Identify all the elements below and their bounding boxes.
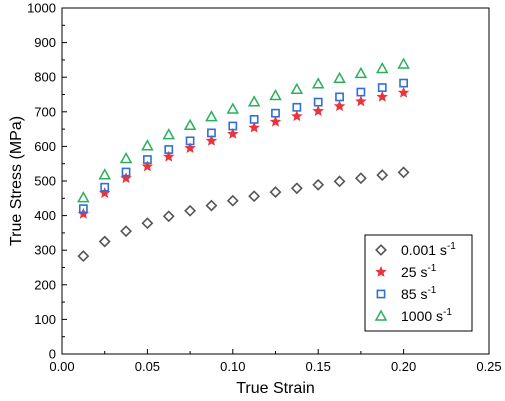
series-0	[77, 166, 410, 263]
data-point	[375, 62, 389, 74]
series-3	[77, 57, 410, 203]
data-point	[162, 128, 176, 140]
data-point	[376, 90, 388, 102]
series-1	[77, 86, 410, 219]
x-tick-label: 0.15	[306, 359, 331, 374]
data-point	[205, 134, 218, 146]
y-tick-label: 400	[34, 208, 56, 223]
data-point	[143, 155, 152, 164]
x-tick-label: 0.05	[135, 359, 160, 374]
data-point	[355, 95, 367, 107]
data-point	[228, 121, 238, 131]
data-point	[227, 127, 239, 139]
x-tick-label: 0.10	[220, 359, 245, 374]
data-point	[205, 199, 218, 212]
data-point	[291, 110, 303, 122]
data-point	[356, 87, 366, 97]
data-point	[119, 151, 133, 164]
data-point	[354, 172, 367, 185]
data-point	[333, 71, 346, 83]
data-point	[248, 190, 261, 203]
y-axis-title: True Stress (MPa)	[8, 116, 25, 246]
data-point	[249, 115, 259, 124]
data-point	[185, 136, 195, 146]
data-point	[292, 102, 302, 112]
data-point	[333, 175, 346, 188]
y-tick-label: 500	[34, 174, 56, 189]
legend-marker	[376, 289, 386, 299]
data-point	[335, 92, 344, 102]
data-point	[120, 172, 132, 184]
axis-tick-labels: 0.00 0.05 0.10 0.15 0.20 0.25 0 100 200 300 400 500…	[27, 1, 502, 375]
y-tick-label: 800	[34, 70, 56, 85]
legend-entry-label: 85 s-1	[401, 285, 437, 302]
data-point	[207, 128, 216, 138]
data-point	[78, 204, 88, 214]
y-tick-label: 300	[34, 243, 56, 258]
data-point	[290, 82, 304, 95]
data-point	[311, 77, 325, 89]
data-point	[120, 225, 132, 238]
data-point	[397, 166, 410, 179]
data-point	[184, 142, 196, 153]
data-point	[397, 86, 410, 98]
legend-entry-label: 0.001 s-1	[401, 241, 456, 258]
y-tick-label: 900	[34, 35, 56, 50]
data-point	[312, 105, 324, 116]
data-point	[399, 78, 408, 88]
data-point	[248, 121, 260, 133]
data-point	[269, 88, 282, 101]
data-point	[98, 235, 111, 248]
data-point	[269, 115, 282, 127]
x-axis-title: True Strain	[236, 380, 315, 397]
y-tick-label: 700	[34, 104, 56, 119]
legend-marker	[375, 244, 387, 256]
data-point	[163, 150, 175, 162]
data-point	[271, 108, 280, 118]
data-point	[183, 118, 197, 131]
y-tick-label: 1000	[27, 1, 56, 16]
data-point	[312, 178, 325, 191]
data-point	[313, 97, 323, 107]
data-point	[100, 182, 110, 192]
data-point	[141, 217, 154, 230]
legend: 0.001 s-1 25 s-1 85 s-1 1000 s-1	[364, 234, 473, 332]
series-2	[78, 78, 408, 214]
data-point	[164, 145, 174, 154]
legend-entry-label: 25 s-1	[401, 263, 437, 280]
data-point	[226, 102, 240, 114]
data-point	[121, 167, 131, 177]
data-point	[98, 168, 111, 180]
data-point	[162, 210, 175, 223]
data-point	[77, 191, 90, 203]
x-tick-label: 0.00	[49, 359, 74, 374]
x-tick-label: 0.25	[476, 359, 501, 374]
legend-entry-label: 1000 s-1	[401, 307, 452, 324]
x-tick-label: 0.20	[391, 359, 416, 374]
legend-marker	[375, 266, 387, 277]
y-tick-label: 100	[34, 312, 56, 327]
data-point	[377, 83, 387, 92]
y-tick-label: 0	[49, 347, 56, 362]
data-point	[333, 100, 346, 112]
data-point	[247, 95, 261, 107]
plot-area-frame	[61, 7, 490, 355]
data-point	[397, 57, 410, 69]
data-point	[290, 182, 303, 195]
data-point	[205, 110, 218, 122]
data-markers	[77, 57, 410, 263]
data-point	[141, 139, 154, 151]
data-point	[354, 66, 368, 79]
data-point	[226, 194, 239, 207]
data-point	[141, 160, 154, 172]
data-point	[376, 169, 389, 182]
legend-marker	[374, 309, 388, 321]
y-tick-label: 600	[34, 139, 56, 154]
data-point	[269, 186, 282, 199]
data-point	[184, 204, 197, 217]
y-tick-label: 200	[34, 277, 56, 292]
data-point	[77, 250, 90, 263]
